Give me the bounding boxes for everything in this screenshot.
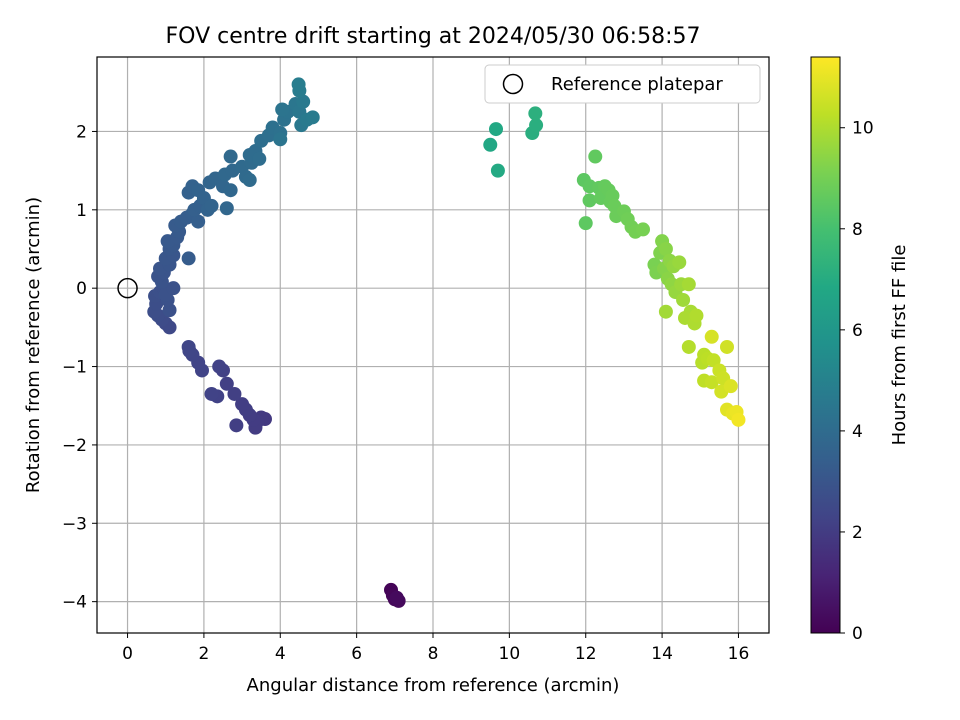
y-tick-label: 0	[76, 279, 87, 299]
reference-point	[117, 277, 138, 299]
data-points	[147, 77, 746, 608]
x-tick-label: 4	[275, 644, 286, 664]
x-tick-label: 0	[122, 644, 133, 664]
data-point	[706, 353, 721, 368]
data-point	[204, 198, 219, 213]
grid-lines	[97, 57, 769, 633]
data-point	[704, 329, 719, 344]
data-point	[636, 222, 650, 237]
reference-marker	[117, 277, 138, 299]
data-point	[204, 386, 219, 401]
data-point	[490, 163, 505, 178]
x-tick-label: 2	[198, 644, 209, 664]
data-point	[229, 418, 244, 433]
legend-box	[484, 64, 761, 104]
colorbar-tick-label: 6	[852, 321, 863, 341]
data-point	[672, 255, 687, 270]
y-tick-label: 1	[76, 201, 87, 221]
data-point	[676, 292, 691, 307]
y-tick-label: 2	[76, 122, 87, 142]
colorbar-tick-label: 8	[852, 220, 863, 240]
data-point	[191, 214, 206, 229]
x-tick-label: 8	[428, 644, 439, 664]
y-tick-label: −4	[62, 593, 87, 613]
data-point	[252, 151, 267, 166]
x-axis-ticks: 0 2 4 6 8 10 12 14 16	[122, 633, 749, 664]
x-tick-label: 14	[651, 644, 673, 664]
x-tick-label: 6	[351, 644, 362, 664]
data-point	[181, 251, 196, 266]
colorbar-tick-label: 0	[852, 624, 863, 644]
data-point	[529, 118, 544, 133]
y-tick-label: −3	[62, 514, 87, 534]
data-point	[235, 397, 250, 412]
data-point	[212, 359, 227, 374]
legend-marker	[502, 73, 524, 95]
colorbar-label: Hours from first FF file	[889, 245, 910, 446]
data-point	[731, 412, 746, 427]
y-tick-label: −1	[62, 358, 87, 378]
data-point	[720, 339, 734, 354]
data-point	[223, 183, 238, 198]
data-point	[689, 308, 704, 323]
data-point	[182, 343, 197, 358]
data-point	[588, 149, 603, 164]
data-point	[291, 77, 306, 92]
data-point	[483, 137, 498, 152]
data-point	[528, 106, 543, 121]
legend: Reference platepar	[484, 64, 761, 104]
data-point	[305, 110, 320, 125]
data-point	[681, 339, 696, 354]
data-point	[389, 590, 404, 605]
data-point	[658, 304, 673, 319]
legend-label: Reference platepar	[551, 74, 723, 95]
data-point	[242, 173, 257, 188]
data-point	[275, 102, 290, 117]
data-point	[658, 242, 673, 256]
colorbar-tick-label: 10	[852, 119, 874, 139]
data-point	[489, 122, 503, 137]
data-point	[227, 386, 242, 401]
data-point	[219, 376, 234, 391]
colorbar: 0 2 4 6 8 10 Hours from first FF file	[810, 56, 910, 644]
x-axis-label: Angular distance from reference (arcmin)	[247, 675, 620, 696]
data-point	[223, 149, 238, 164]
data-point	[681, 277, 696, 292]
data-point	[296, 94, 311, 109]
data-point	[219, 201, 234, 216]
data-point	[704, 375, 719, 390]
colorbar-gradient	[810, 56, 841, 634]
x-tick-label: 16	[728, 644, 750, 664]
x-tick-label: 10	[499, 644, 521, 664]
data-point	[582, 193, 597, 208]
y-axis-label: Rotation from reference (arcmin)	[23, 197, 44, 493]
chart-title: FOV centre drift starting at 2024/05/30 …	[166, 24, 701, 49]
y-axis-ticks: −4 −3 −2 −1 0 1 2	[62, 122, 97, 613]
data-point	[578, 216, 593, 231]
colorbar-tick-label: 2	[852, 523, 863, 543]
colorbar-ticks: 0 2 4 6 8 10	[840, 119, 874, 644]
data-point	[166, 281, 181, 296]
y-tick-label: −2	[62, 436, 87, 456]
colorbar-tick-label: 4	[852, 422, 863, 442]
data-point	[273, 132, 288, 147]
data-point	[723, 379, 738, 394]
x-tick-label: 12	[575, 644, 597, 664]
